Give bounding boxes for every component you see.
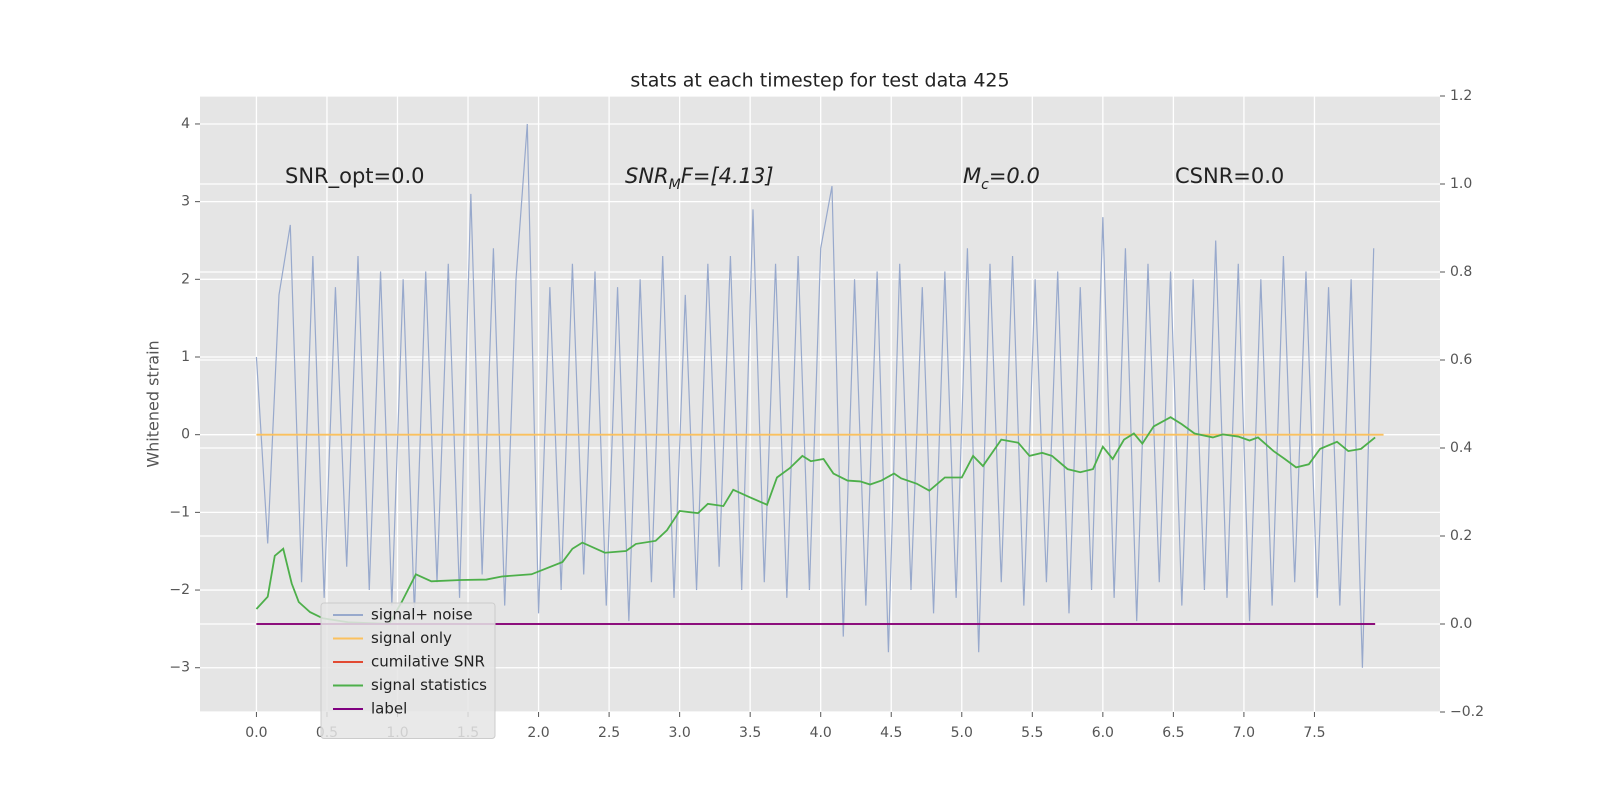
x-tick-label: 4.5	[880, 725, 902, 741]
x-tick-label: 6.5	[1162, 725, 1184, 741]
y-tick-label: 2	[181, 271, 190, 287]
annotation: Mc=0.0	[963, 164, 1040, 193]
y-axis-label: Whitened strain	[144, 340, 163, 467]
annotation: CSNR=0.0	[1175, 164, 1284, 188]
y-tick-label: 0	[181, 427, 190, 443]
y-tick-label: −2	[169, 582, 190, 598]
series-line	[255, 416, 1376, 625]
x-tick-label: 3.0	[669, 725, 691, 741]
y2-tick-label: 1.2	[1450, 88, 1472, 104]
annotation: SNRMF=[4.13]	[625, 164, 774, 193]
y2-tick-label: 0.8	[1450, 264, 1472, 280]
y-tick-label: 3	[181, 194, 190, 210]
x-tick-label: 6.0	[1092, 725, 1114, 741]
annotations: SNR_opt=0.0 SNRMF=[4.13] Mc=0.0 CSNR=0.0	[285, 164, 1284, 193]
x-tick-label: 7.0	[1233, 725, 1255, 741]
annotation-part: M	[963, 164, 981, 188]
y2-tick-label: 1.0	[1450, 176, 1472, 192]
x-tick-label: 4.0	[810, 725, 832, 741]
chart-title: stats at each timestep for test data 425	[630, 70, 1009, 92]
y-tick-label: 1	[181, 349, 190, 365]
y2-tick-label: 0.0	[1450, 616, 1472, 632]
annotation-part: M	[669, 177, 681, 193]
annotation-part: SNR_opt=0.0	[285, 164, 425, 189]
legend: signal+ noise signal only cumilative SNR si…	[320, 602, 496, 739]
x-tick-label: 0.0	[245, 725, 267, 741]
y-tick-label: −3	[169, 660, 190, 676]
y-tick-label: 4	[181, 116, 190, 132]
x-tick-label: 2.0	[527, 725, 549, 741]
x-tick-label: 2.5	[598, 725, 620, 741]
annotation-part: SNR	[625, 164, 669, 188]
y-tick-label: −1	[169, 504, 190, 520]
annotation-part: F=[4.13]	[681, 164, 774, 188]
annotation: SNR_opt=0.0	[285, 164, 425, 189]
y2-tick-label: −0.2	[1450, 704, 1484, 720]
annotation-part: =0.0	[989, 164, 1040, 188]
legend-label: signal+ noise	[371, 606, 473, 624]
legend-label: label	[371, 700, 407, 718]
annotation-part: c	[981, 177, 989, 193]
x-tick-label: 5.0	[951, 725, 973, 741]
y2-tick-label: 0.6	[1450, 352, 1472, 368]
x-tick-label: 5.5	[1021, 725, 1043, 741]
legend-label: signal only	[371, 629, 452, 647]
x-tick-label: 3.5	[739, 725, 761, 741]
legend-box	[320, 602, 496, 739]
legend-label: cumilative SNR	[371, 653, 485, 671]
legend-label: signal statistics	[371, 676, 487, 694]
series-line	[255, 123, 1375, 668]
annotation-part: CSNR=0.0	[1175, 164, 1284, 188]
y2-tick-label: 0.2	[1450, 528, 1472, 544]
y2-tick-label: 0.4	[1450, 440, 1472, 456]
x-tick-label: 7.5	[1303, 725, 1325, 741]
